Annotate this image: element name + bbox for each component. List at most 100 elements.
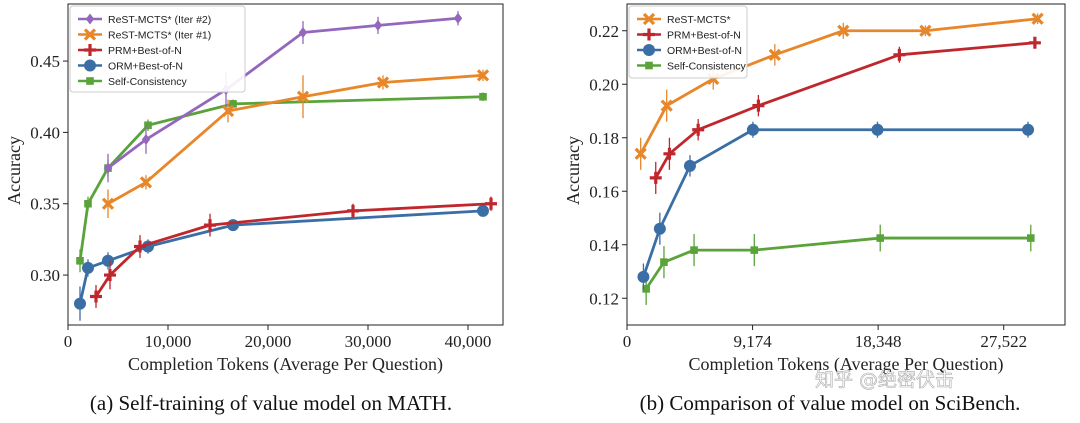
data-point [871, 123, 884, 136]
data-point [893, 48, 906, 61]
legend-label: Self-Consistency [667, 61, 747, 73]
legend-marker [645, 61, 653, 70]
watermark-text: 知乎 @绝密伏击 [815, 369, 954, 391]
legend-label: PRM+Best-of-N [667, 30, 741, 42]
x-tick-label: 0 [623, 332, 632, 351]
data-point [1022, 123, 1035, 136]
data-point [634, 147, 647, 160]
data-point [76, 257, 84, 265]
legend-marker [83, 28, 97, 41]
y-tick-label: 0.16 [589, 182, 619, 201]
data-point [876, 234, 885, 242]
data-point [373, 19, 383, 31]
series-line [78, 209, 484, 304]
data-point [660, 258, 668, 266]
y-tick-label: 0.12 [589, 289, 619, 308]
data-point [84, 199, 92, 208]
plot-frame [67, 3, 504, 326]
data-point [139, 176, 153, 189]
x-tick-label: 27,522 [980, 332, 1027, 351]
data-point [692, 123, 705, 136]
data-point [1028, 36, 1041, 49]
y-tick-label: 0.20 [589, 75, 619, 94]
x-tick-label: 40,000 [445, 332, 492, 351]
data-point [347, 204, 359, 217]
data-point [637, 270, 650, 283]
legend-label: ORM+Best-of-N [667, 45, 742, 57]
data-point [690, 246, 698, 254]
data-point [1026, 234, 1035, 242]
data-point [919, 24, 932, 37]
series-prm-best-of-n [90, 196, 497, 308]
x-tick-label: 30,000 [345, 332, 392, 351]
data-point [82, 261, 94, 274]
x-axis-label: Completion Tokens (Average Per Question) [128, 354, 443, 375]
chart-panel-b: 0 9,174 18,348 27,522 0.12 0.14 0.16 0.18 0.20 0.… [563, 3, 1066, 415]
data-point [144, 121, 152, 130]
chart-panel-a: 0 10,000 20,000 30,000 40,000 0.30 0.35 0.40 0.4… [4, 3, 504, 415]
x-tick-label: 9,174 [733, 332, 772, 351]
y-tick-label: 0.18 [589, 129, 619, 148]
y-tick-label: 0.45 [30, 52, 60, 71]
data-point [752, 99, 765, 112]
series-rest-mcts-iter-1- [101, 69, 490, 218]
data-point [485, 197, 497, 210]
y-tick-label: 0.14 [589, 236, 619, 255]
series-line [654, 41, 1036, 179]
series-orm-best-of-n [637, 121, 1035, 291]
data-point [837, 24, 850, 37]
data-point [90, 290, 102, 303]
data-point [663, 147, 676, 160]
data-point [477, 204, 489, 217]
legend-label: ORM+Best-of-N [108, 61, 183, 73]
data-point [141, 134, 151, 146]
data-point [229, 100, 237, 108]
series-line [107, 73, 484, 205]
series-line [642, 128, 1029, 278]
legend-marker [84, 44, 96, 56]
legend-marker [642, 12, 656, 26]
data-point [134, 240, 146, 253]
data-point [1031, 12, 1044, 25]
plot-frame [626, 3, 1066, 326]
data-point [74, 297, 86, 310]
legend: ReST-MCTS* PRM+Best-of-N ORM+Best-of-N Self… [628, 5, 748, 79]
x-tick-label: 0 [64, 332, 73, 351]
data-point [204, 219, 216, 232]
data-point [660, 99, 673, 112]
y-tick-label: 0.35 [30, 195, 60, 214]
data-point [642, 285, 650, 293]
legend-marker [85, 13, 95, 25]
data-point [104, 269, 116, 282]
data-point [102, 254, 114, 267]
data-point [768, 48, 781, 61]
y-tick-label: 0.22 [589, 22, 619, 41]
x-axis-label: Completion Tokens (Average Per Question) [688, 354, 1003, 375]
figure-caption: (b) Comparison of value model on SciBenc… [640, 391, 1021, 415]
data-point [376, 76, 390, 89]
legend-label: Self-Consistency [108, 76, 188, 88]
x-tick-label: 10,000 [145, 332, 192, 351]
data-point [476, 69, 490, 82]
series-line [107, 16, 459, 170]
data-point [750, 246, 759, 254]
data-point [103, 162, 113, 174]
data-point [221, 104, 235, 118]
legend-label: ReST-MCTS* (Iter #2) [108, 14, 211, 26]
figure-caption: (a) Self-training of value model on MATH… [90, 391, 452, 415]
data-point [453, 12, 463, 24]
data-point [653, 222, 666, 235]
legend-box [628, 5, 748, 79]
data-point [683, 159, 696, 172]
series-rest-mcts-iter-2- [103, 11, 463, 183]
data-point [649, 171, 662, 184]
x-tick-label: 20,000 [245, 332, 292, 351]
legend-label: ReST-MCTS* (Iter #1) [108, 30, 211, 42]
legend-label: ReST-MCTS* [667, 14, 731, 26]
y-axis-label: Accuracy [563, 136, 583, 205]
legend-marker [84, 59, 96, 72]
series-orm-best-of-n [74, 204, 489, 321]
legend-marker [86, 77, 94, 85]
data-point [479, 92, 487, 101]
